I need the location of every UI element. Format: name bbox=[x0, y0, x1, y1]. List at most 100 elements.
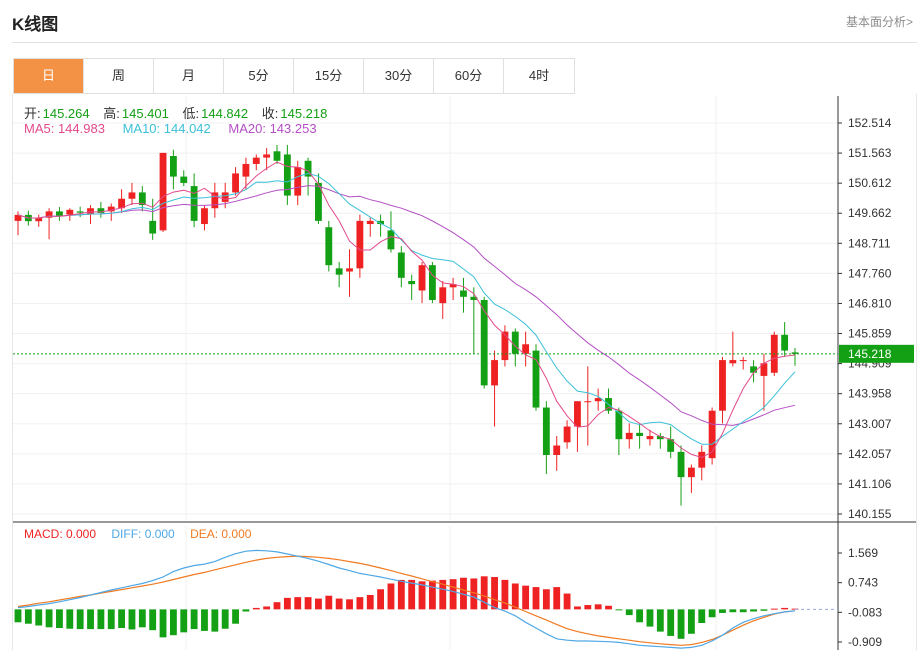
price-tick-label: 151.563 bbox=[848, 146, 892, 160]
candle bbox=[242, 163, 250, 177]
price-tick-label: 150.612 bbox=[848, 176, 892, 190]
candle bbox=[273, 151, 281, 161]
tab-5min[interactable]: 5分 bbox=[224, 59, 294, 93]
candle bbox=[346, 268, 353, 272]
price-tick-label: 143.958 bbox=[848, 387, 892, 401]
macd-bar bbox=[294, 597, 302, 610]
candle bbox=[325, 227, 333, 266]
macd-bar bbox=[149, 609, 157, 631]
macd-bar bbox=[335, 598, 343, 610]
macd-bar bbox=[677, 609, 685, 639]
macd-bar bbox=[346, 599, 353, 610]
candle bbox=[107, 206, 115, 212]
candle bbox=[201, 208, 208, 225]
macd-bar bbox=[491, 577, 498, 610]
macd-bar bbox=[87, 609, 94, 630]
price-tick-label: 148.711 bbox=[848, 236, 891, 250]
macd-bar bbox=[522, 585, 530, 610]
diff-line bbox=[17, 549, 796, 649]
candle bbox=[491, 360, 498, 386]
macd-bar bbox=[118, 609, 126, 629]
candle bbox=[408, 280, 416, 285]
candle bbox=[625, 432, 633, 440]
candle bbox=[221, 192, 229, 202]
candle bbox=[138, 192, 146, 206]
tab-month[interactable]: 月 bbox=[154, 59, 224, 93]
macd-bar bbox=[542, 589, 550, 610]
macd-bar bbox=[387, 583, 395, 610]
ma-legend: MA5: 144.983 MA10: 144.042 MA20: 143.253 bbox=[24, 121, 331, 136]
ma10-line bbox=[17, 172, 796, 445]
macd-bar bbox=[625, 609, 633, 616]
tab-week[interactable]: 周 bbox=[84, 59, 154, 93]
candle bbox=[366, 220, 374, 225]
candle bbox=[418, 265, 426, 291]
macd-bar bbox=[667, 609, 675, 636]
candle bbox=[263, 154, 271, 158]
high-label: 高: bbox=[103, 106, 120, 121]
candle bbox=[522, 344, 530, 354]
open-value: 145.264 bbox=[42, 106, 90, 121]
macd-bar bbox=[501, 579, 509, 610]
page-title: K线图 bbox=[12, 15, 59, 34]
macd-bar bbox=[263, 606, 271, 610]
tab-15min[interactable]: 15分 bbox=[294, 59, 364, 93]
candle bbox=[232, 173, 239, 193]
ma5-line bbox=[17, 161, 796, 459]
diff-legend-value: DIFF: 0.000 bbox=[111, 527, 175, 541]
candle bbox=[190, 186, 198, 221]
macd-bar bbox=[770, 608, 778, 610]
dea-legend-value: DEA: 0.000 bbox=[190, 527, 252, 541]
candle bbox=[397, 252, 405, 278]
price-tick-label: 140.155 bbox=[848, 507, 892, 521]
tab-4hour[interactable]: 4时 bbox=[504, 59, 574, 93]
macd-bar bbox=[532, 587, 540, 610]
macd-legend: MACD: 0.000 DIFF: 0.000 DEA: 0.000 bbox=[24, 527, 263, 541]
macd-tick-label: -0.083 bbox=[848, 605, 882, 619]
macd-bar bbox=[315, 598, 322, 610]
macd-tick-label: 1.569 bbox=[848, 546, 878, 560]
macd-bar bbox=[511, 583, 519, 610]
candle bbox=[128, 192, 136, 199]
macd-bar bbox=[594, 604, 602, 610]
fundamental-analysis-link[interactable]: 基本面分析> bbox=[845, 15, 913, 29]
macd-bar bbox=[180, 609, 188, 633]
macd-bar bbox=[232, 609, 239, 624]
candle bbox=[66, 209, 74, 215]
tab-day[interactable]: 日 bbox=[14, 59, 84, 93]
macd-bar bbox=[553, 587, 561, 610]
candle bbox=[677, 451, 685, 478]
macd-bar bbox=[138, 609, 146, 628]
macd-bar bbox=[66, 609, 74, 629]
macd-bar bbox=[14, 609, 22, 623]
macd-bar bbox=[356, 597, 364, 610]
candle bbox=[294, 167, 302, 196]
price-tick-label: 152.514 bbox=[848, 116, 892, 130]
candle bbox=[35, 217, 43, 222]
tab-60min[interactable]: 60分 bbox=[434, 59, 504, 93]
period-tabs: 日 周 月 5分 15分 30分 60分 4时 bbox=[13, 58, 575, 94]
macd-bar bbox=[211, 609, 219, 632]
macd-bar bbox=[584, 605, 592, 610]
candle bbox=[460, 290, 467, 297]
header-divider bbox=[12, 42, 917, 43]
macd-bar bbox=[159, 609, 167, 638]
macd-bar bbox=[128, 609, 136, 630]
header: K线图 基本面分析> bbox=[0, 0, 921, 42]
macd-bar bbox=[636, 609, 644, 623]
candle bbox=[304, 160, 312, 177]
macd-bar bbox=[719, 609, 726, 613]
macd-bar bbox=[480, 576, 488, 610]
macd-bar bbox=[201, 609, 208, 631]
dea-line bbox=[17, 555, 796, 646]
macd-bar bbox=[439, 579, 447, 610]
candle bbox=[428, 265, 436, 300]
price-tick-label: 146.810 bbox=[848, 296, 892, 310]
tab-30min[interactable]: 30分 bbox=[364, 59, 434, 93]
ma5-legend: MA5: 144.983 bbox=[24, 121, 105, 136]
candle bbox=[532, 350, 540, 408]
candle bbox=[335, 268, 343, 275]
candle bbox=[14, 214, 22, 221]
candle bbox=[719, 360, 726, 411]
